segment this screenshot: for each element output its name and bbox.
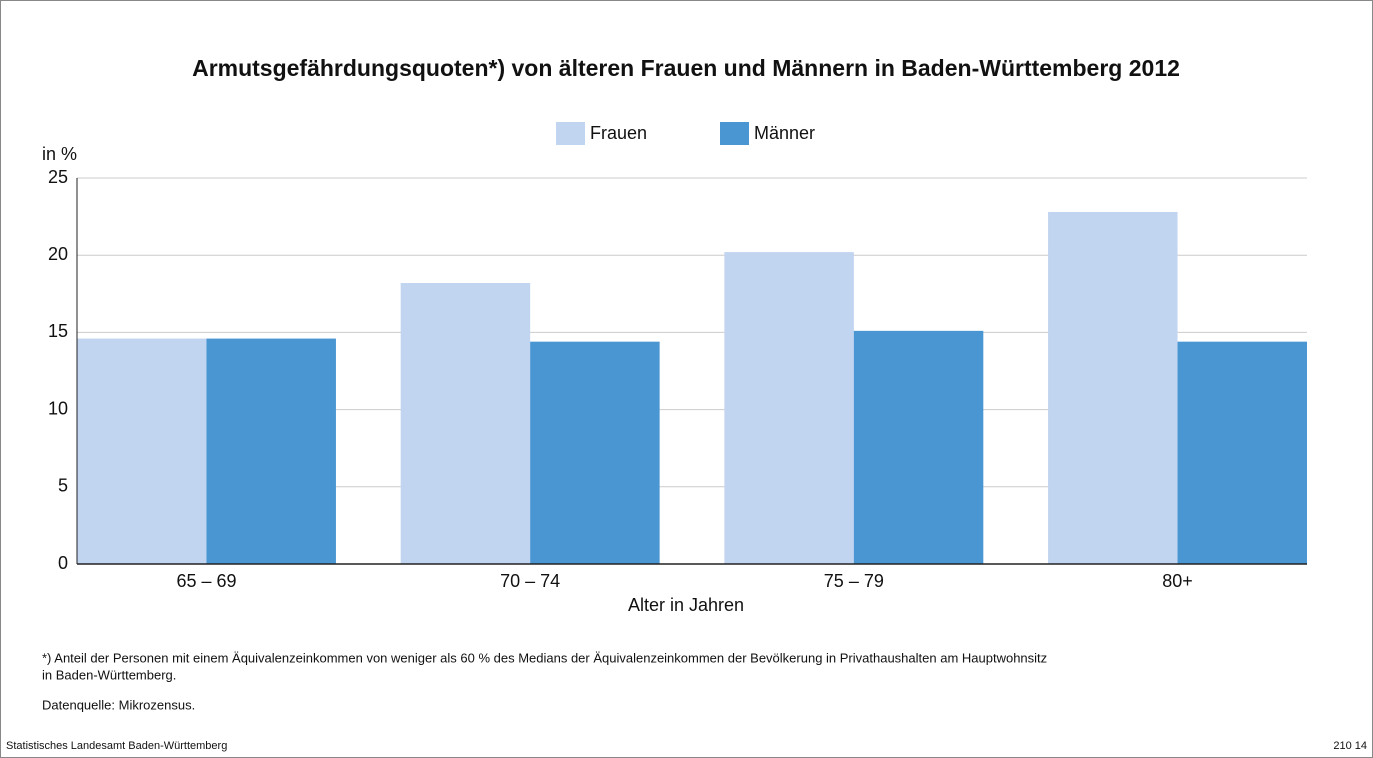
footnote: in Baden-Württemberg.	[42, 667, 176, 682]
bar	[724, 252, 854, 564]
publisher: Statistisches Landesamt Baden-Württember…	[6, 740, 227, 752]
y-axis-label: in %	[42, 144, 77, 164]
bar	[1177, 341, 1307, 564]
y-tick-label: 25	[48, 167, 68, 187]
y-tick-label: 0	[58, 553, 68, 573]
bar	[400, 282, 531, 564]
x-tick-label: 70 – 74	[500, 571, 560, 591]
legend-swatch	[556, 122, 585, 145]
y-tick-label: 5	[58, 476, 68, 496]
chart-title: Armutsgefährdungsquoten*) von älteren Fr…	[192, 55, 1180, 81]
bar	[530, 341, 660, 564]
x-tick-label: 65 – 69	[176, 571, 236, 591]
x-axis-label: Alter in Jahren	[628, 595, 744, 615]
code: 210 14	[1333, 740, 1367, 752]
legend-label: Frauen	[590, 123, 647, 143]
y-tick-label: 20	[48, 244, 68, 264]
y-tick-label: 10	[48, 398, 68, 418]
footnote: *) Anteil der Personen mit einem Äquival…	[42, 650, 1047, 665]
bar	[206, 338, 336, 564]
legend-swatch	[720, 122, 749, 145]
y-tick-label: 15	[48, 321, 68, 341]
x-tick-label: 75 – 79	[824, 571, 884, 591]
source: Datenquelle: Mikrozensus.	[42, 697, 195, 712]
bar	[1048, 211, 1178, 564]
bar	[853, 330, 984, 564]
bar	[77, 338, 207, 564]
x-tick-label: 80+	[1162, 571, 1193, 591]
legend-label: Männer	[754, 123, 815, 143]
